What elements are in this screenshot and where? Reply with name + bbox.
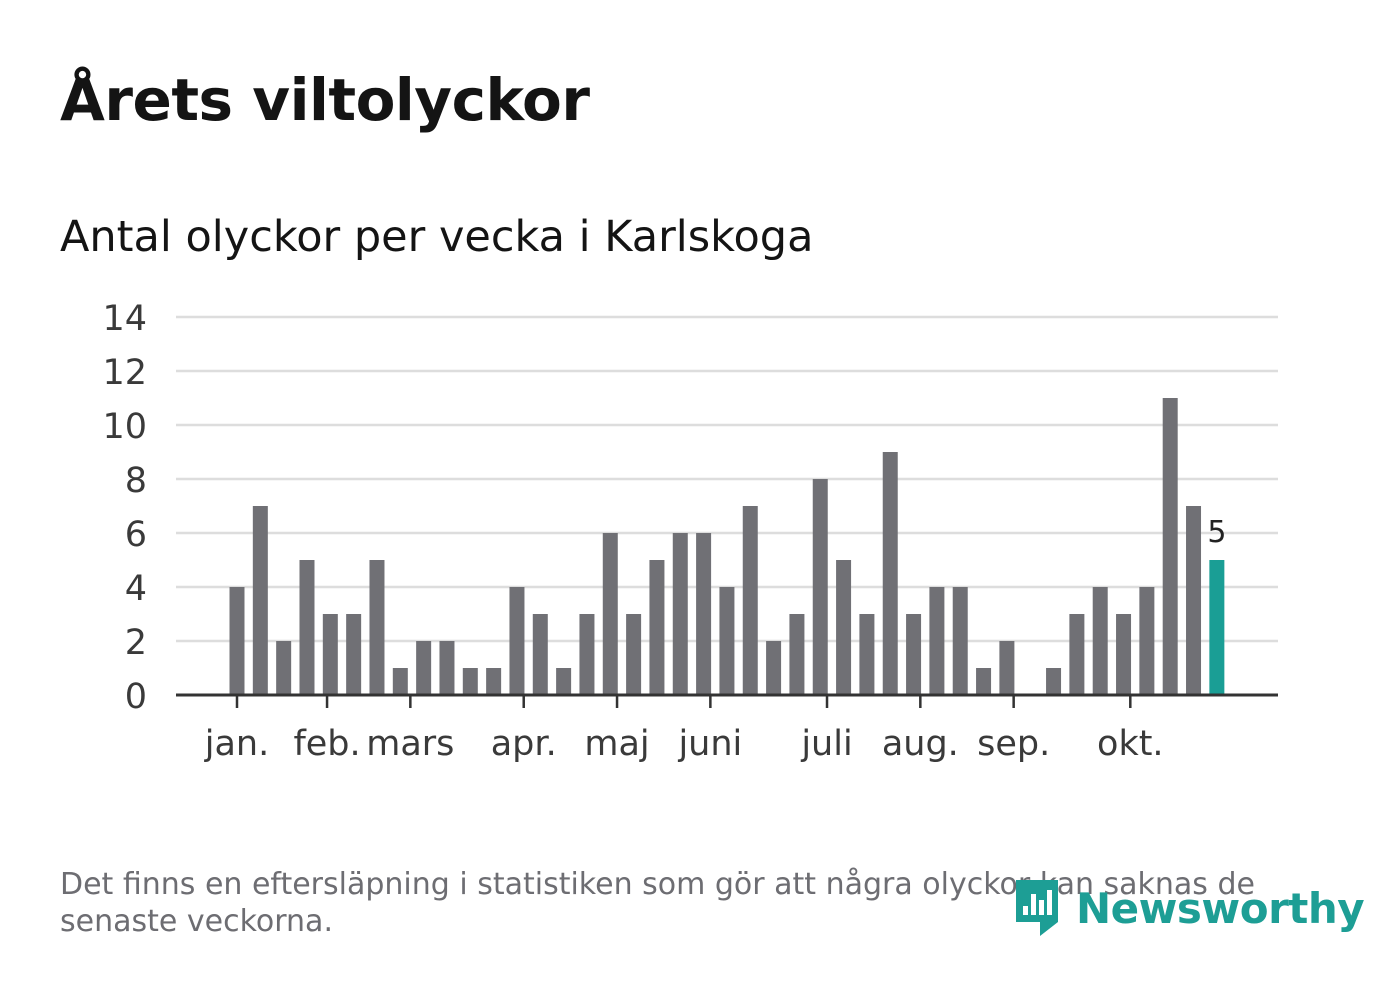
- y-tick-label: 8: [125, 461, 147, 501]
- x-tick-label: juli: [800, 724, 852, 764]
- bar: [719, 587, 735, 695]
- x-axis-labels: jan. feb. mars apr. maj juni juli aug. sep. okt.: [204, 724, 1164, 764]
- bar: [1139, 587, 1155, 695]
- bar: [486, 668, 502, 695]
- bar: [579, 614, 595, 695]
- bar: [1116, 614, 1132, 695]
- chart-title: Årets viltolyckor: [60, 66, 590, 134]
- bar: [1069, 614, 1085, 695]
- bar: [322, 614, 338, 695]
- bar: [626, 614, 642, 695]
- bar: [1092, 587, 1108, 695]
- x-tick-label: feb.: [293, 724, 360, 764]
- x-tick-label: jan.: [204, 724, 269, 764]
- y-tick-label: 14: [102, 299, 147, 339]
- bar: [882, 452, 898, 695]
- y-axis-labels: 0 2 4 6 8 10 12 14: [102, 299, 147, 717]
- x-tick-label: maj: [584, 724, 649, 764]
- bar: [346, 614, 362, 695]
- bar: [392, 668, 408, 695]
- bar: [416, 641, 432, 695]
- x-axis: [176, 693, 1278, 708]
- bar: [556, 668, 572, 695]
- x-tick-label: mars: [366, 724, 454, 764]
- bar-highlight: [1209, 560, 1225, 695]
- newsworthy-logo: Newsworthy: [1012, 876, 1365, 940]
- bar: [229, 587, 245, 695]
- bar: [1186, 506, 1202, 695]
- bar: [439, 641, 455, 695]
- y-tick-label: 4: [125, 569, 147, 609]
- chart-subtitle: Antal olyckor per vecka i Karlskoga: [60, 212, 814, 262]
- y-tick-label: 10: [102, 407, 147, 447]
- y-tick-label: 12: [102, 353, 147, 393]
- x-tick-label: juni: [677, 724, 742, 764]
- bar: [276, 641, 292, 695]
- bar: [976, 668, 992, 695]
- x-tick-label: okt.: [1097, 724, 1164, 764]
- bar: [369, 560, 385, 695]
- x-tick-label: aug.: [882, 724, 959, 764]
- bar: [696, 533, 712, 695]
- y-tick-label: 6: [125, 515, 147, 555]
- bar: [532, 614, 548, 695]
- bar: [1162, 398, 1178, 695]
- bar: [836, 560, 852, 695]
- bar: [742, 506, 758, 695]
- bar: [906, 614, 922, 695]
- bar: [299, 560, 315, 695]
- bar: [999, 641, 1015, 695]
- data-label-latest: 5: [1207, 515, 1226, 550]
- bar-chart: 0 2 4 6 8 10 12 14 jan. feb. mars apr. maj juni juli a…: [102, 299, 1278, 764]
- bar: [602, 533, 618, 695]
- bar: [766, 641, 782, 695]
- data-labels: 5: [1207, 515, 1226, 550]
- bar: [859, 614, 875, 695]
- bar: [789, 614, 805, 695]
- bar: [1046, 668, 1062, 695]
- y-tick-label: 2: [125, 623, 147, 663]
- newsworthy-logo-text: Newsworthy: [1076, 883, 1365, 933]
- bar: [462, 668, 478, 695]
- bars: [229, 398, 1225, 695]
- bar: [509, 587, 525, 695]
- x-tick-label: apr.: [491, 724, 557, 764]
- bar: [252, 506, 268, 695]
- bar: [672, 533, 688, 695]
- x-tick-label: sep.: [977, 724, 1050, 764]
- y-tick-label: 0: [125, 677, 147, 717]
- bar: [952, 587, 968, 695]
- bar: [649, 560, 665, 695]
- newsworthy-logo-icon: [1016, 880, 1058, 936]
- bar: [929, 587, 945, 695]
- bar: [812, 479, 828, 695]
